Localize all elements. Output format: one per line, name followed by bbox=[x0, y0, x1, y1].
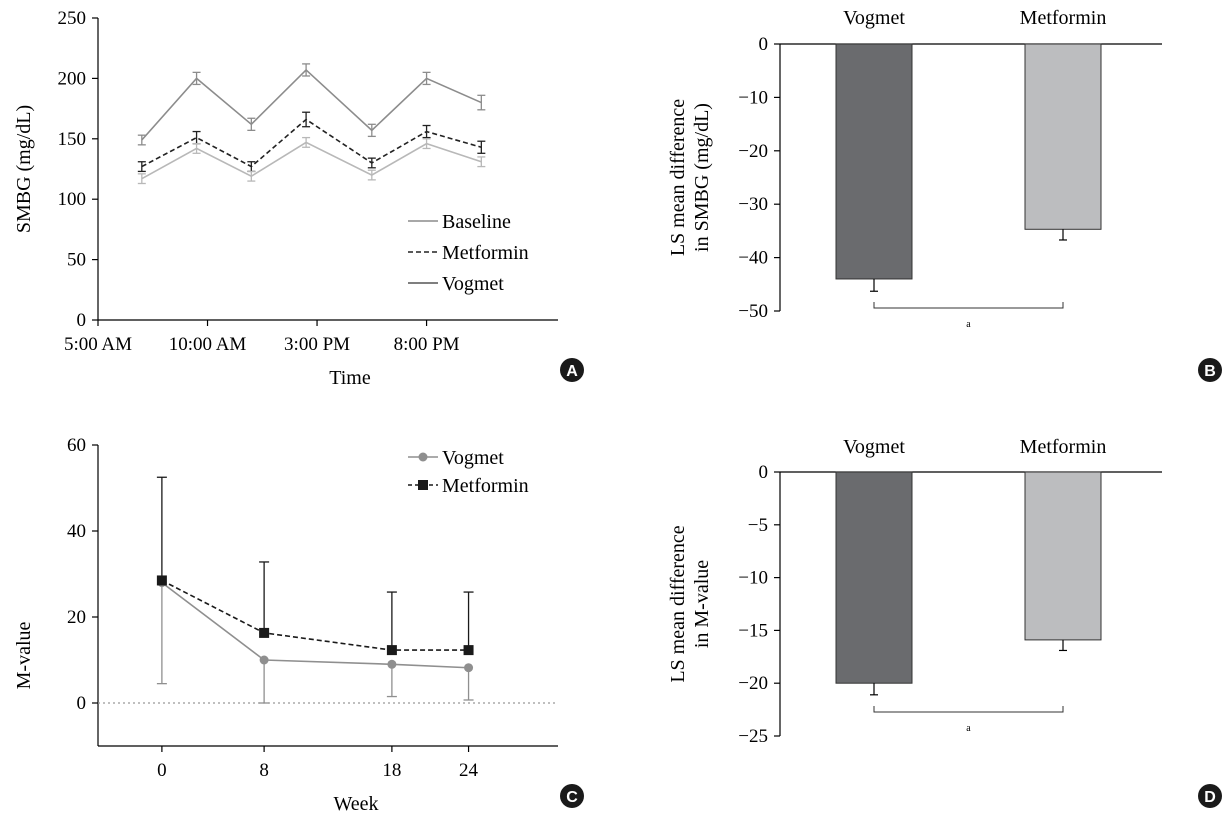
x-tick-label: 8:00 PM bbox=[394, 334, 460, 355]
x-axis-title: Week bbox=[333, 793, 378, 815]
y-tick-label: 250 bbox=[58, 8, 87, 29]
panel-badge bbox=[1198, 358, 1222, 382]
category-label-metformin: Metformin bbox=[1020, 436, 1107, 458]
x-tick-label: 18 bbox=[382, 760, 401, 781]
y-tick-label: 0 bbox=[77, 310, 87, 331]
y-tick-label: −5 bbox=[748, 515, 768, 536]
legend-label-baseline: Baseline bbox=[442, 211, 511, 233]
panel-label: C bbox=[566, 789, 578, 806]
y-tick-label: −10 bbox=[738, 87, 768, 108]
panel-label: A bbox=[566, 363, 578, 380]
category-label-vogmet: Vogmet bbox=[843, 7, 905, 29]
data-point-vogmet bbox=[387, 659, 397, 669]
y-axis-title-line: LS mean difference bbox=[667, 99, 689, 256]
legend-label-vogmet: Vogmet bbox=[442, 447, 504, 469]
panel-badge bbox=[1198, 784, 1222, 808]
y-tick-label: 0 bbox=[759, 462, 769, 483]
y-axis-title: LS mean difference in M-value bbox=[667, 525, 713, 682]
series-line-metformin bbox=[161, 579, 469, 651]
y-tick-label: 100 bbox=[58, 189, 87, 210]
y-tick-label: −10 bbox=[738, 568, 768, 589]
y-tick-label: −30 bbox=[738, 194, 768, 215]
significance-bracket bbox=[873, 706, 1064, 713]
y-tick-label: 60 bbox=[67, 435, 86, 456]
y-axis-title-line: in M-value bbox=[691, 560, 713, 648]
y-tick-label: 0 bbox=[77, 693, 87, 714]
bar-metformin bbox=[1024, 43, 1102, 230]
panel-letters: A B C D bbox=[560, 358, 1222, 808]
category-label-vogmet: Vogmet bbox=[843, 436, 905, 458]
y-tick-label: −40 bbox=[738, 248, 768, 269]
x-axis-title: Time bbox=[329, 367, 371, 389]
panel-label: B bbox=[1204, 363, 1216, 380]
y-tick-label: −50 bbox=[738, 301, 768, 322]
y-tick-label: 20 bbox=[67, 607, 86, 628]
x-tick-label: 24 bbox=[459, 760, 479, 781]
data-point-metformin bbox=[259, 627, 270, 638]
panel-b: 0 −10 −20 −30 −40 −50 Vogmet Metformin a LS mean … bbox=[667, 7, 1162, 330]
data-point-metformin bbox=[463, 645, 474, 656]
y-tick-label: 150 bbox=[58, 129, 87, 150]
legend-marker-metformin bbox=[418, 480, 428, 490]
y-tick-label: −25 bbox=[738, 726, 768, 747]
panel-c: 0 20 40 60 0 8 18 24 Week M-value Vogmet Metformin bbox=[13, 435, 558, 815]
x-tick-label: 5:00 AM bbox=[64, 334, 132, 355]
category-label-metformin: Metformin bbox=[1020, 7, 1107, 29]
bar-metformin bbox=[1024, 471, 1102, 641]
y-tick-label: 0 bbox=[759, 34, 769, 55]
series-line-vogmet bbox=[161, 581, 469, 669]
data-point-vogmet bbox=[464, 663, 474, 673]
x-tick-label: 8 bbox=[259, 760, 269, 781]
series-line-baseline bbox=[141, 68, 482, 141]
y-axis-title: SMBG (mg/dL) bbox=[13, 105, 35, 233]
y-axis-title: M-value bbox=[13, 622, 35, 690]
legend-label-vogmet: Vogmet bbox=[442, 273, 504, 295]
significance-mark: a bbox=[966, 319, 971, 330]
y-tick-label: 40 bbox=[67, 521, 86, 542]
data-point-vogmet bbox=[259, 655, 269, 665]
data-point-metformin bbox=[156, 575, 167, 586]
significance-mark: a bbox=[966, 723, 971, 734]
panel-a: 0 50 100 150 200 250 5:00 AM 10:00 AM 3:00 PM 8:0… bbox=[13, 8, 558, 389]
legend-label-metformin: Metformin bbox=[442, 242, 529, 264]
panel-badge bbox=[560, 784, 584, 808]
y-axis-title-line: in SMBG (mg/dL) bbox=[691, 103, 713, 252]
data-point-metformin bbox=[386, 645, 397, 656]
legend-label-metformin: Metformin bbox=[442, 475, 529, 497]
panel-d: 0 −5 −10 −15 −20 −25 Vogmet Metformin a LS mean d… bbox=[667, 436, 1162, 747]
legend-marker-vogmet bbox=[418, 452, 428, 462]
bar-vogmet bbox=[835, 43, 913, 280]
x-tick-label: 0 bbox=[157, 760, 167, 781]
panel-label: D bbox=[1204, 789, 1216, 806]
bar-vogmet bbox=[835, 471, 913, 684]
y-tick-label: −15 bbox=[738, 620, 768, 641]
y-tick-label: 50 bbox=[67, 250, 86, 271]
significance-bracket bbox=[873, 302, 1064, 309]
y-tick-label: −20 bbox=[738, 141, 768, 162]
panel-badge bbox=[560, 358, 584, 382]
y-tick-label: 200 bbox=[58, 68, 87, 89]
y-tick-label: −20 bbox=[738, 673, 768, 694]
x-tick-label: 10:00 AM bbox=[169, 334, 247, 355]
x-tick-label: 3:00 PM bbox=[284, 334, 350, 355]
y-axis-title-line: LS mean difference bbox=[667, 525, 689, 682]
y-axis-title: LS mean difference in SMBG (mg/dL) bbox=[667, 99, 713, 256]
